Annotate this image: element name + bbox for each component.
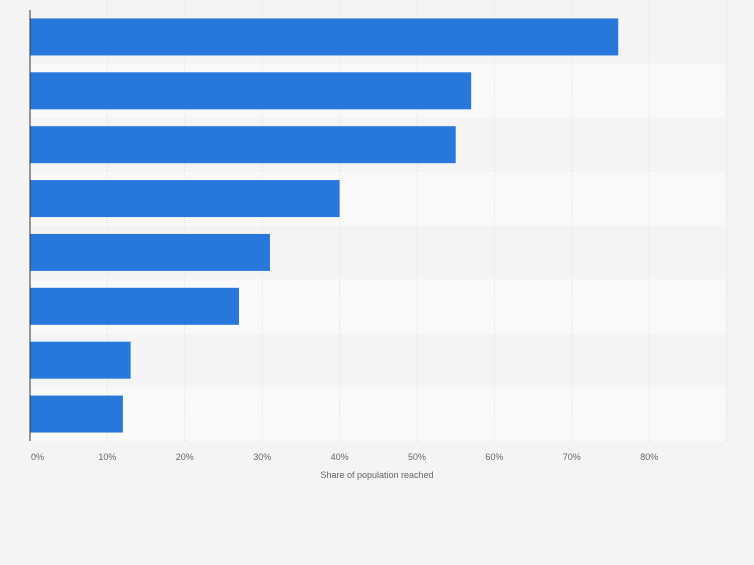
x-tick-label: 80% <box>640 452 658 462</box>
bar <box>30 287 239 325</box>
bar <box>30 341 131 379</box>
x-tick-label: 70% <box>563 452 581 462</box>
bars <box>30 18 619 433</box>
x-tick-label: 0% <box>31 452 44 462</box>
x-tick-label: 50% <box>408 452 426 462</box>
bar <box>30 233 270 271</box>
x-tick-label: 40% <box>331 452 349 462</box>
bar <box>30 126 456 164</box>
x-tick-label: 60% <box>485 452 503 462</box>
bar <box>30 180 340 218</box>
row-band <box>30 333 726 388</box>
x-tick-label: 20% <box>176 452 194 462</box>
row-band <box>30 387 726 441</box>
row-bands <box>30 0 726 441</box>
x-axis-title: Share of population reached <box>320 470 433 480</box>
x-axis-ticks: 0% 10% 20% 30% 40% 50% 60% 70% 80% <box>31 452 658 462</box>
bar <box>30 72 472 110</box>
bar <box>30 395 123 433</box>
bar <box>30 18 619 56</box>
x-tick-label: 30% <box>253 452 271 462</box>
x-tick-label: 10% <box>98 452 116 462</box>
